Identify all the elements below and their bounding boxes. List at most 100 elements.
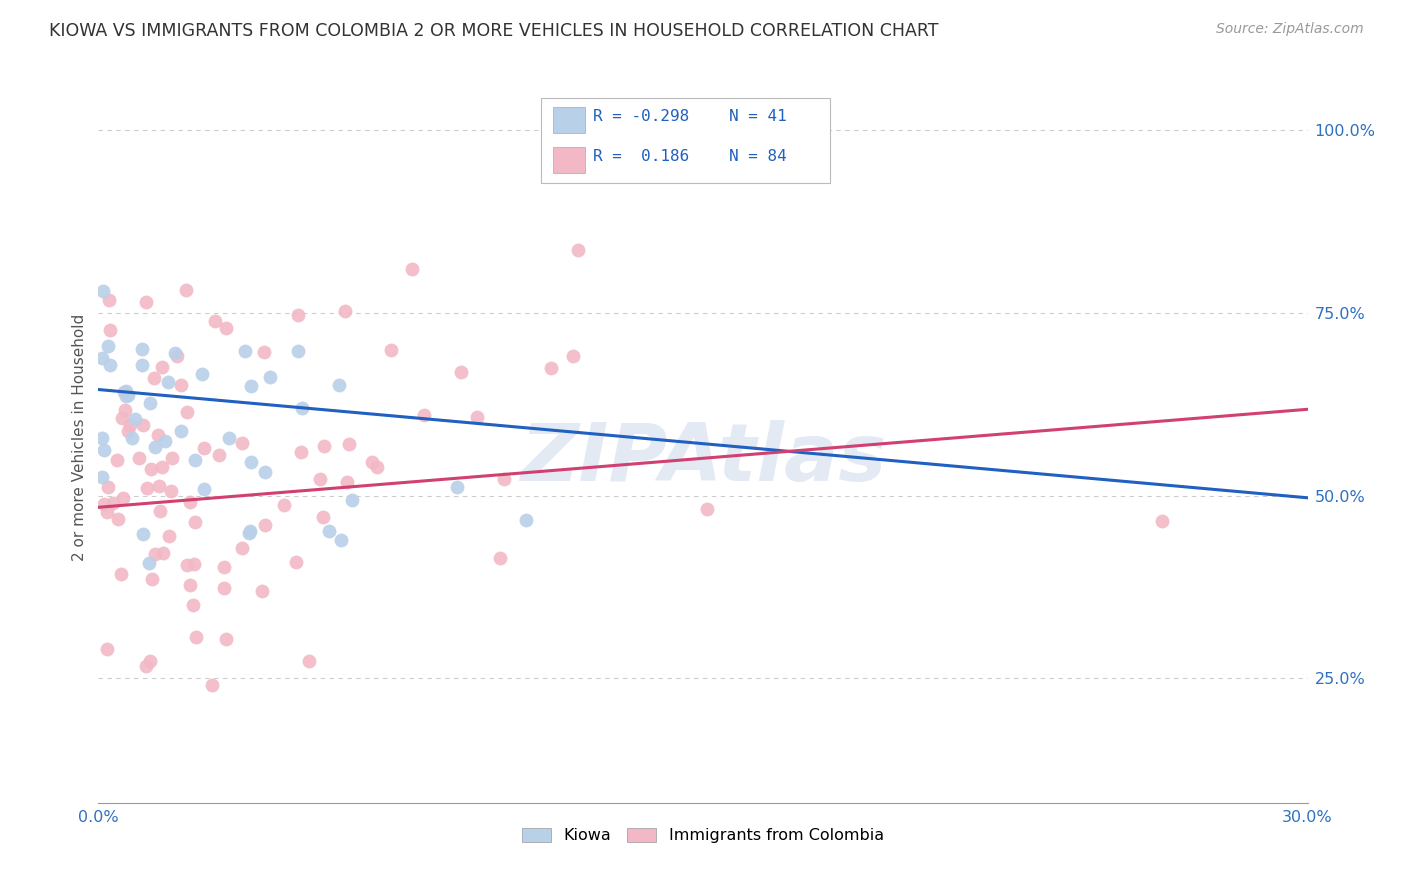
Point bbox=[160, 484, 183, 499]
Point bbox=[193, 441, 215, 455]
Point bbox=[141, 572, 163, 586]
Point bbox=[91, 285, 114, 299]
Point bbox=[110, 566, 132, 581]
Point bbox=[238, 526, 260, 541]
Point bbox=[107, 511, 129, 525]
Point bbox=[328, 378, 350, 392]
Point bbox=[153, 434, 176, 448]
Point bbox=[515, 512, 537, 526]
Point bbox=[170, 425, 193, 439]
Point bbox=[340, 493, 363, 508]
Point bbox=[191, 367, 214, 381]
Point bbox=[239, 379, 262, 393]
Point bbox=[97, 480, 120, 494]
Point bbox=[183, 557, 205, 571]
Point bbox=[91, 431, 114, 445]
Point bbox=[136, 482, 159, 496]
Point bbox=[696, 502, 718, 516]
Point bbox=[212, 559, 235, 574]
Point bbox=[176, 558, 198, 572]
Point bbox=[314, 439, 336, 453]
Point bbox=[179, 578, 201, 592]
Point bbox=[253, 465, 276, 479]
Point bbox=[150, 460, 173, 475]
Text: N = 84: N = 84 bbox=[728, 149, 786, 164]
Point bbox=[193, 482, 215, 496]
Point bbox=[96, 641, 118, 656]
Point bbox=[179, 495, 201, 509]
Point bbox=[401, 261, 423, 276]
Text: N = 41: N = 41 bbox=[728, 109, 786, 124]
Point bbox=[489, 551, 512, 566]
Point bbox=[231, 436, 253, 450]
Point bbox=[252, 583, 274, 598]
Legend: Kiowa, Immigrants from Colombia: Kiowa, Immigrants from Colombia bbox=[516, 822, 890, 850]
Point bbox=[284, 555, 307, 569]
Point bbox=[111, 410, 134, 425]
Point bbox=[450, 365, 472, 379]
Point bbox=[91, 351, 114, 366]
Point bbox=[253, 344, 276, 359]
Point bbox=[492, 472, 515, 486]
Point bbox=[184, 630, 207, 644]
Point bbox=[114, 402, 136, 417]
Point bbox=[117, 388, 139, 402]
Point bbox=[157, 528, 180, 542]
Point bbox=[91, 470, 114, 484]
Point bbox=[233, 343, 256, 358]
Point bbox=[148, 479, 170, 493]
Point bbox=[131, 359, 153, 373]
Point bbox=[131, 342, 153, 356]
Point bbox=[298, 655, 321, 669]
Point bbox=[318, 524, 340, 539]
Point bbox=[139, 395, 162, 409]
Point bbox=[146, 428, 169, 442]
Text: ZIPAtlas: ZIPAtlas bbox=[520, 420, 886, 498]
Point bbox=[139, 462, 162, 476]
Point bbox=[160, 451, 183, 466]
Point bbox=[291, 401, 314, 416]
Point bbox=[117, 425, 139, 439]
Point bbox=[101, 496, 124, 510]
Point bbox=[132, 527, 155, 541]
Point bbox=[336, 475, 359, 489]
Text: KIOWA VS IMMIGRANTS FROM COLOMBIA 2 OR MORE VEHICLES IN HOUSEHOLD CORRELATION CH: KIOWA VS IMMIGRANTS FROM COLOMBIA 2 OR M… bbox=[49, 22, 939, 40]
Point bbox=[143, 371, 166, 385]
Point bbox=[1150, 515, 1173, 529]
Point bbox=[208, 448, 231, 462]
FancyBboxPatch shape bbox=[541, 98, 830, 183]
Point bbox=[333, 303, 356, 318]
Point bbox=[143, 547, 166, 561]
Point bbox=[181, 598, 204, 612]
Point bbox=[156, 375, 179, 389]
Text: Source: ZipAtlas.com: Source: ZipAtlas.com bbox=[1216, 22, 1364, 37]
Point bbox=[337, 436, 360, 450]
Point bbox=[214, 581, 236, 595]
Point bbox=[163, 346, 186, 360]
Point bbox=[150, 360, 173, 375]
Point bbox=[98, 293, 121, 307]
Point bbox=[184, 515, 207, 529]
Point bbox=[380, 343, 402, 358]
Point bbox=[214, 321, 236, 335]
Point bbox=[413, 408, 436, 422]
Point bbox=[96, 504, 118, 518]
Point bbox=[290, 445, 312, 459]
Y-axis label: 2 or more Vehicles in Household: 2 or more Vehicles in Household bbox=[72, 313, 87, 561]
Point bbox=[135, 658, 157, 673]
Point bbox=[166, 349, 188, 363]
Bar bbox=[553, 107, 585, 133]
Point bbox=[93, 497, 115, 511]
Point bbox=[540, 360, 562, 375]
Point bbox=[309, 472, 332, 486]
Text: R = -0.298: R = -0.298 bbox=[593, 109, 689, 124]
Point bbox=[287, 343, 309, 358]
Point bbox=[143, 440, 166, 454]
Point bbox=[273, 498, 295, 512]
Point bbox=[105, 453, 128, 467]
Text: R =  0.186: R = 0.186 bbox=[593, 149, 689, 164]
Point bbox=[238, 524, 260, 539]
Point bbox=[215, 632, 238, 646]
Point bbox=[121, 431, 143, 445]
Point bbox=[254, 517, 277, 532]
